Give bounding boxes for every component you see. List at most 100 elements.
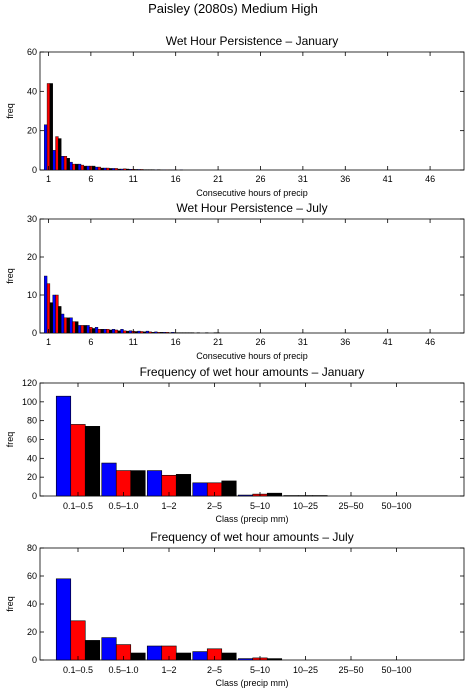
x-tick-label: 10–25 — [293, 665, 318, 675]
x-tick-label: 36 — [340, 174, 350, 184]
bar — [192, 482, 208, 497]
x-tick-label: 50–100 — [381, 501, 411, 511]
y-tick-label: 20 — [27, 126, 37, 136]
bar — [46, 83, 51, 171]
x-tick-label: 36 — [340, 337, 350, 347]
bar — [86, 165, 90, 171]
x-tick-label: 2–5 — [207, 665, 222, 675]
y-tick-label: 60 — [27, 435, 37, 445]
bar — [55, 395, 72, 497]
bar — [66, 317, 70, 334]
bar — [63, 317, 68, 334]
bar — [92, 328, 96, 334]
x-tick-label: 6 — [88, 174, 93, 184]
x-tick-label: 46 — [425, 174, 435, 184]
bar — [146, 470, 163, 497]
bar — [61, 313, 65, 334]
x-tick-label: 16 — [171, 337, 181, 347]
bar — [106, 167, 110, 171]
y-tick-label: 20 — [27, 627, 37, 637]
x-axis-label: Consecutive hours of precip — [196, 351, 308, 361]
bar — [101, 462, 117, 497]
bar — [126, 330, 130, 334]
bar — [114, 329, 118, 334]
bar — [69, 317, 73, 334]
bar — [86, 325, 90, 334]
y-tick-label: 120 — [22, 378, 37, 388]
bar — [123, 168, 127, 171]
bar — [63, 156, 68, 171]
chart-title: Wet Hour Persistence – July — [176, 201, 327, 215]
bar — [114, 168, 118, 171]
y-tick-label: 0 — [32, 655, 37, 665]
bar — [123, 330, 127, 334]
x-tick-label: 31 — [298, 337, 308, 347]
bar — [70, 424, 86, 497]
x-tick-label: 5–10 — [250, 501, 270, 511]
bar — [72, 321, 76, 334]
bar — [145, 330, 150, 334]
y-tick-label: 0 — [32, 165, 37, 175]
bar — [109, 168, 113, 171]
bar — [111, 329, 116, 334]
x-tick-label: 1 — [46, 337, 51, 347]
bar — [75, 163, 79, 171]
bar — [148, 331, 152, 334]
bar — [120, 168, 124, 171]
bar — [80, 325, 85, 334]
bar — [103, 167, 107, 171]
x-axis-label: Class (precip mm) — [215, 678, 288, 688]
x-tick-label: 11 — [129, 337, 138, 347]
bar — [134, 169, 138, 171]
bar — [61, 156, 65, 171]
bar — [266, 658, 283, 661]
bar — [80, 164, 85, 171]
bar — [126, 168, 130, 171]
bar — [77, 163, 82, 171]
bar — [142, 331, 147, 334]
x-tick-label: 1 — [46, 174, 51, 184]
bar — [72, 163, 76, 171]
chart-3: Frequency of wet hour amounts – January 0… — [5, 365, 465, 524]
bar — [46, 283, 51, 334]
bar — [103, 329, 107, 334]
y-tick-label: 80 — [27, 416, 37, 426]
x-tick-label: 46 — [425, 337, 435, 347]
x-tick-label: 25–50 — [338, 665, 363, 675]
bar — [58, 306, 62, 334]
x-tick-label: 31 — [298, 174, 308, 184]
bar — [175, 652, 192, 661]
bar — [128, 169, 133, 171]
x-tick-label: 2–5 — [207, 501, 222, 511]
x-tick-label: 21 — [213, 337, 223, 347]
plot-frame — [39, 218, 465, 334]
bar — [84, 640, 101, 661]
page-title: Paisley (2080s) Medium High — [148, 1, 318, 16]
bar — [69, 161, 73, 171]
bar — [100, 329, 104, 334]
bar — [137, 169, 141, 171]
bar — [134, 331, 138, 334]
bar — [171, 332, 175, 334]
chart-2: Wet Hour Persistence – July 0 10 20 30 freq Co… — [5, 201, 465, 361]
bar — [192, 651, 208, 661]
bar — [140, 169, 144, 171]
y-axis-label: freq — [5, 596, 15, 612]
y-axis-label: freq — [5, 268, 15, 284]
bar — [157, 332, 161, 334]
bar — [83, 325, 87, 334]
bar — [266, 492, 283, 497]
bar — [159, 332, 164, 334]
bar — [58, 138, 62, 171]
bar — [92, 165, 96, 171]
bar — [49, 83, 53, 171]
x-tick-label: 0.5–1.0 — [108, 665, 138, 675]
x-tick-label: 26 — [255, 337, 265, 347]
x-tick-label: 21 — [213, 174, 223, 184]
x-tick-label: 1–2 — [161, 501, 176, 511]
bar — [117, 168, 121, 171]
bar — [154, 331, 158, 334]
bar — [165, 332, 169, 334]
bar — [55, 578, 72, 661]
